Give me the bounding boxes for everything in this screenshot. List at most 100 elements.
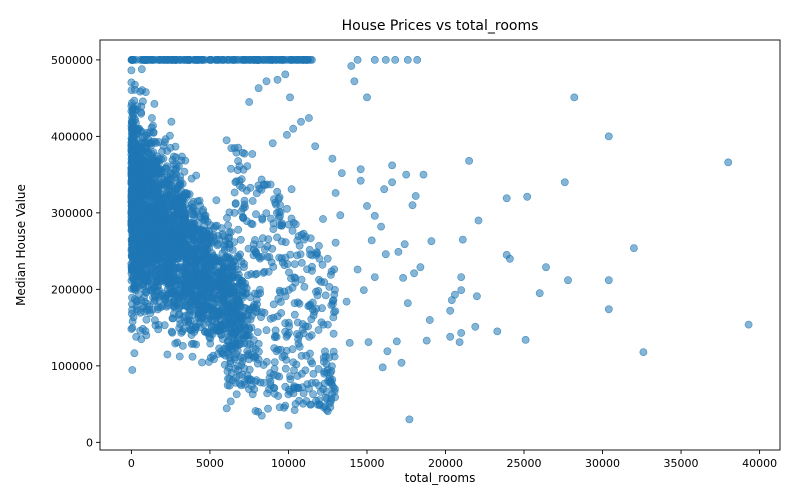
data-point bbox=[604, 276, 613, 285]
data-point bbox=[129, 103, 138, 112]
data-point bbox=[474, 216, 483, 225]
data-point bbox=[251, 407, 260, 415]
data-point bbox=[194, 313, 203, 322]
data-point bbox=[416, 263, 425, 272]
data-point bbox=[604, 132, 613, 141]
data-point bbox=[251, 345, 260, 353]
data-point bbox=[179, 214, 188, 223]
data-point bbox=[155, 206, 163, 215]
data-point bbox=[264, 404, 272, 413]
data-point bbox=[235, 371, 244, 380]
data-point bbox=[257, 308, 266, 316]
data-point bbox=[142, 315, 151, 324]
data-point bbox=[287, 274, 295, 283]
data-point bbox=[419, 170, 428, 179]
data-point bbox=[149, 121, 157, 130]
data-point bbox=[446, 306, 455, 315]
data-point bbox=[145, 270, 154, 279]
data-point bbox=[232, 282, 241, 291]
data-point bbox=[193, 255, 201, 264]
data-point bbox=[205, 279, 214, 288]
x-tick-label: 15000 bbox=[349, 457, 384, 470]
data-point bbox=[137, 161, 145, 170]
data-point bbox=[314, 365, 323, 373]
data-point bbox=[156, 253, 165, 262]
data-point bbox=[154, 320, 163, 329]
data-point bbox=[151, 188, 160, 197]
data-point bbox=[214, 56, 223, 64]
data-point bbox=[472, 292, 481, 301]
data-point bbox=[278, 221, 287, 229]
data-point bbox=[243, 339, 252, 348]
data-point bbox=[309, 311, 318, 320]
data-point bbox=[290, 406, 299, 414]
data-point bbox=[167, 117, 176, 126]
data-point bbox=[308, 359, 317, 368]
data-point bbox=[242, 217, 251, 225]
data-point bbox=[181, 260, 190, 269]
data-point bbox=[190, 306, 199, 315]
data-point bbox=[176, 280, 185, 288]
data-point bbox=[160, 56, 169, 64]
data-point bbox=[446, 332, 455, 341]
data-point bbox=[408, 201, 417, 210]
data-point bbox=[317, 277, 325, 286]
data-point bbox=[137, 335, 146, 344]
data-point bbox=[235, 181, 244, 190]
data-point bbox=[243, 331, 251, 340]
data-point bbox=[471, 322, 480, 331]
data-point bbox=[233, 346, 242, 355]
data-point bbox=[287, 185, 296, 194]
x-tick-label: 10000 bbox=[271, 457, 306, 470]
data-point bbox=[744, 320, 753, 329]
data-point bbox=[234, 225, 243, 234]
data-point bbox=[264, 267, 273, 276]
data-point bbox=[383, 347, 392, 356]
data-point bbox=[309, 369, 318, 378]
data-point bbox=[329, 383, 338, 392]
data-point bbox=[192, 340, 200, 349]
data-point bbox=[160, 223, 169, 232]
data-point bbox=[252, 189, 261, 198]
data-point bbox=[220, 298, 229, 307]
data-point bbox=[413, 56, 422, 64]
data-point bbox=[166, 269, 175, 277]
data-point bbox=[403, 299, 412, 307]
data-point bbox=[308, 266, 316, 275]
data-point bbox=[236, 235, 245, 244]
y-tick-label: 200000 bbox=[51, 283, 93, 296]
data-point bbox=[405, 415, 414, 424]
data-point bbox=[313, 249, 321, 257]
data-point bbox=[127, 78, 136, 87]
data-point bbox=[127, 56, 136, 64]
data-point bbox=[212, 196, 221, 205]
data-point bbox=[314, 326, 323, 334]
data-point bbox=[465, 156, 473, 165]
data-point bbox=[130, 141, 139, 150]
data-point bbox=[293, 298, 302, 307]
data-point bbox=[403, 56, 412, 64]
data-point bbox=[262, 209, 271, 217]
data-point bbox=[319, 215, 327, 223]
data-point bbox=[218, 335, 227, 343]
data-point bbox=[289, 124, 298, 133]
data-point bbox=[458, 235, 467, 244]
data-point bbox=[288, 283, 297, 292]
data-point bbox=[318, 260, 327, 269]
data-point bbox=[193, 248, 202, 257]
data-point bbox=[630, 244, 638, 252]
data-point bbox=[155, 154, 163, 163]
data-point bbox=[300, 282, 309, 291]
x-tick-label: 40000 bbox=[742, 457, 777, 470]
data-point bbox=[378, 363, 387, 372]
data-point bbox=[411, 192, 420, 200]
chart-title: House Prices vs total_rooms bbox=[342, 18, 539, 34]
y-axis: 0 100000 200000 300000 400000 500000 bbox=[51, 54, 100, 449]
data-point bbox=[269, 313, 278, 322]
data-point bbox=[184, 228, 193, 237]
data-point bbox=[274, 392, 283, 400]
data-point bbox=[226, 397, 235, 406]
data-point bbox=[161, 181, 170, 190]
data-point bbox=[130, 283, 138, 292]
data-point bbox=[238, 311, 247, 320]
